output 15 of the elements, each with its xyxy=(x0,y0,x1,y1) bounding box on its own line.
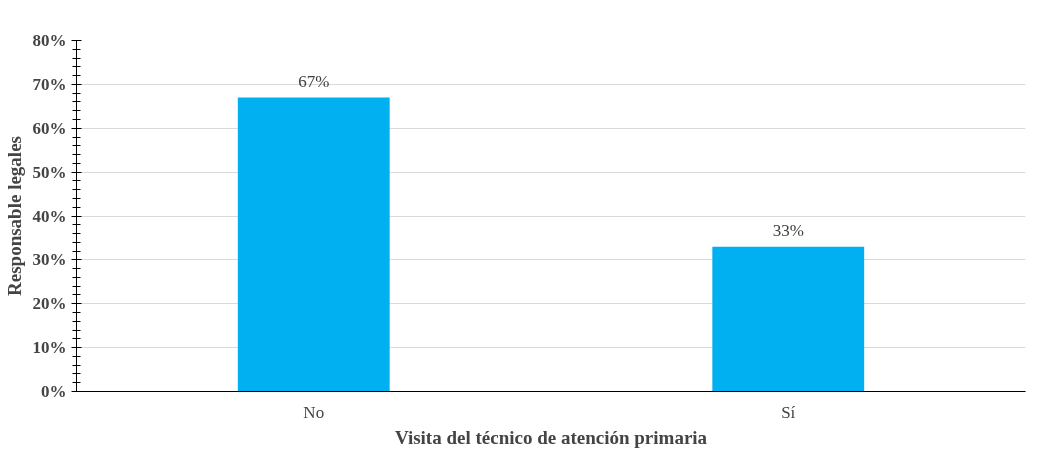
data-label: 67% xyxy=(298,71,330,91)
y-axis-title: Responsable legales xyxy=(3,136,25,296)
y-tick-label: 30% xyxy=(32,250,67,270)
x-axis-title: Visita del técnico de atención primaria xyxy=(394,426,708,448)
y-tick-label: 50% xyxy=(32,162,67,182)
y-tick-label: 80% xyxy=(32,31,67,50)
y-tick-label: 20% xyxy=(32,294,67,314)
y-tick-label: 70% xyxy=(32,74,67,94)
y-tick-label: 40% xyxy=(32,206,67,226)
x-tick-label: No xyxy=(303,402,325,422)
x-tick-label: Sí xyxy=(781,402,796,422)
y-tick-label: 10% xyxy=(32,338,67,358)
y-tick-label: 60% xyxy=(32,118,67,138)
data-label: 33% xyxy=(772,220,804,240)
y-tick-label: 0% xyxy=(41,382,67,401)
